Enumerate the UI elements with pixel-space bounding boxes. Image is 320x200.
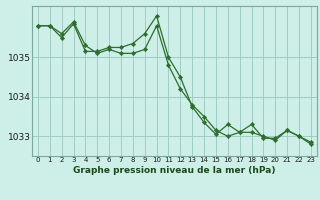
X-axis label: Graphe pression niveau de la mer (hPa): Graphe pression niveau de la mer (hPa) — [73, 166, 276, 175]
